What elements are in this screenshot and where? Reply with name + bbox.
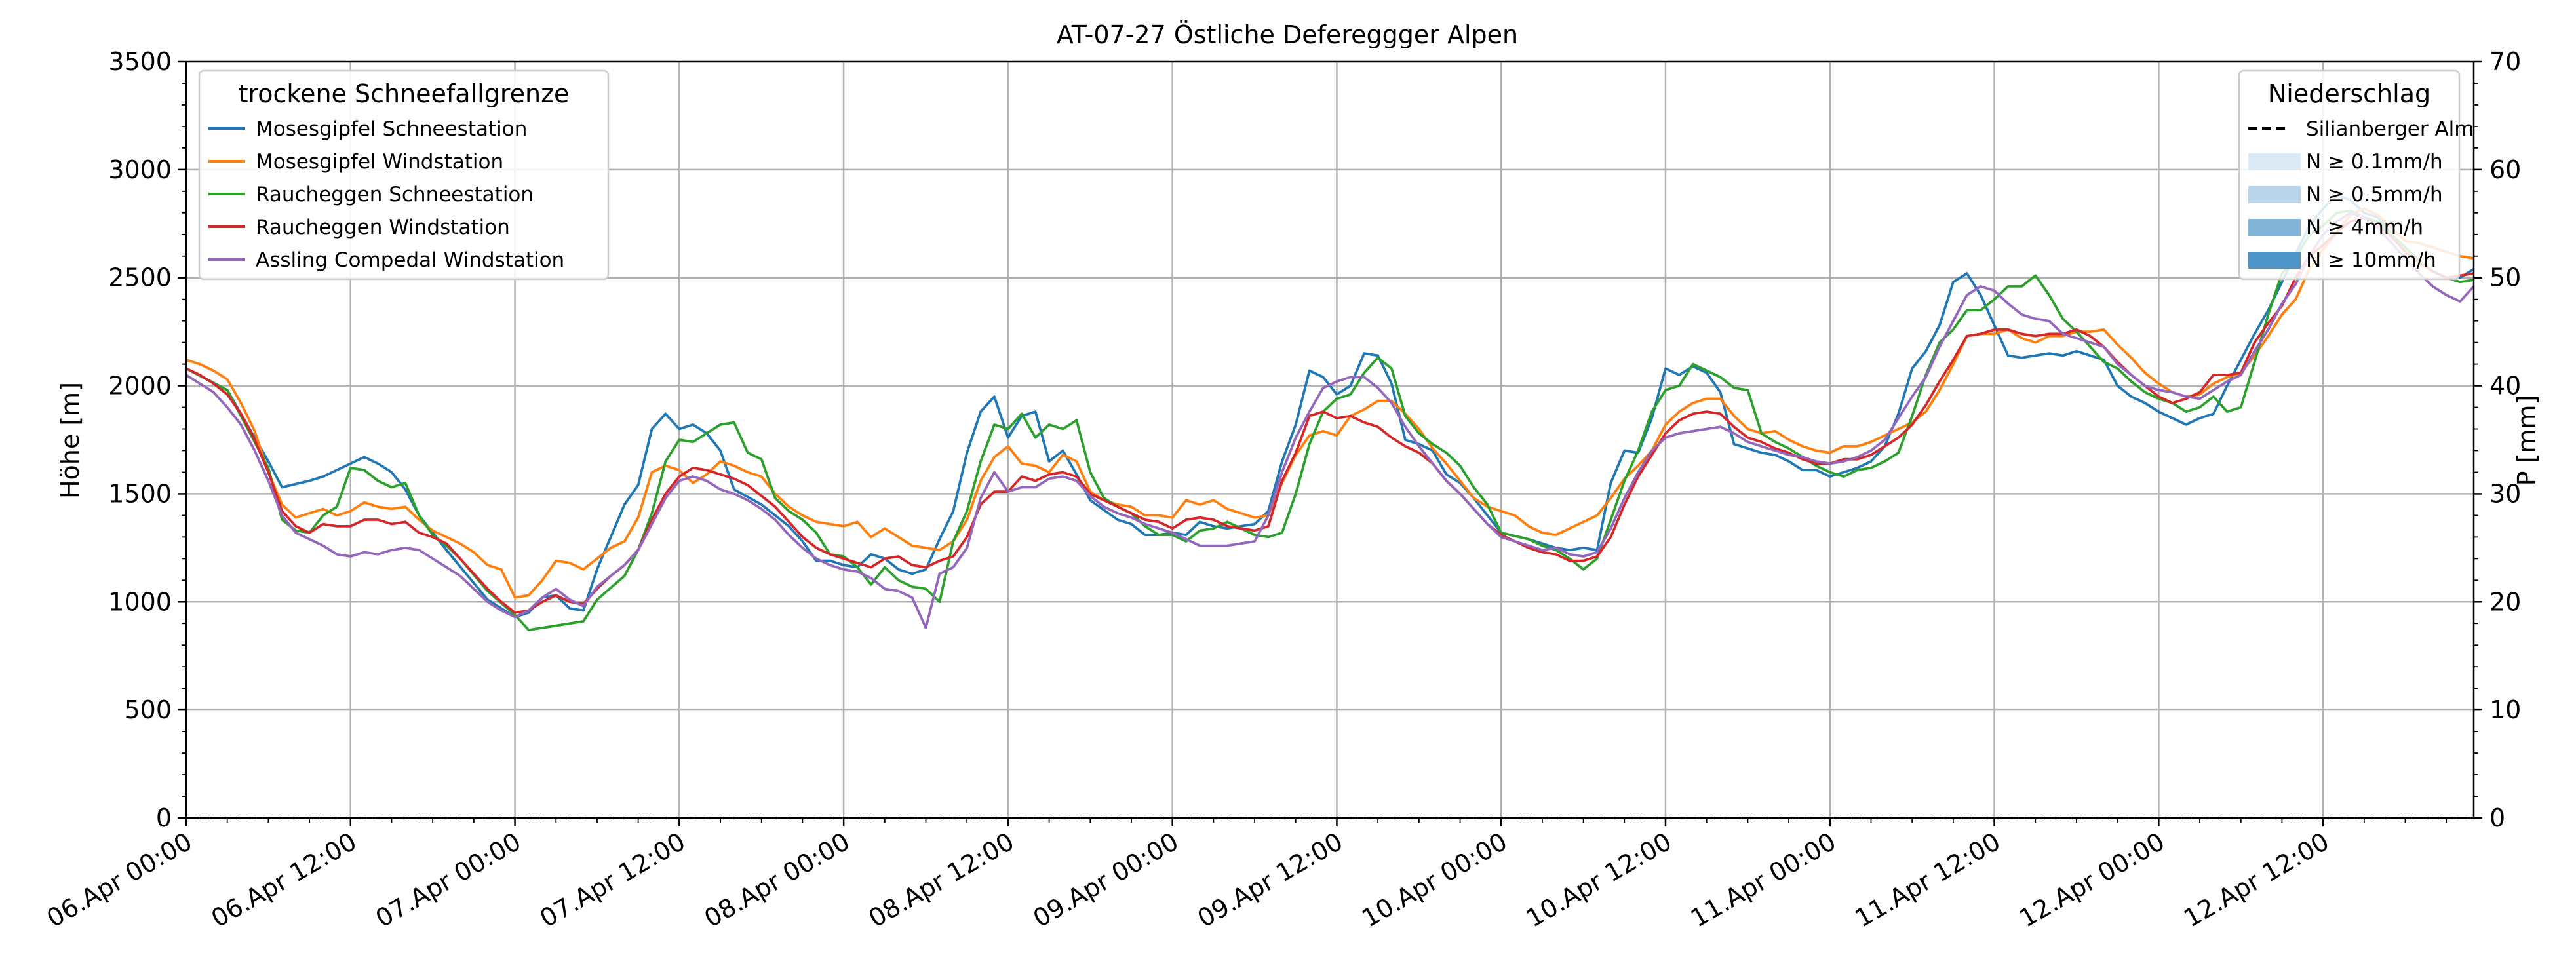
y-tick-label: 1500: [108, 479, 172, 508]
series-line-4: [185, 216, 2474, 614]
y2-tick-label: 60: [2489, 155, 2521, 184]
legend-precip-swatch-5: [2248, 252, 2301, 269]
series-layer: [185, 194, 2475, 631]
plot-frame: [185, 60, 2475, 819]
legend-label-1: Mosesgipfel Schneestation: [256, 117, 527, 141]
y2-tick-label: 40: [2489, 372, 2521, 400]
grid-layer: [186, 62, 2474, 818]
y2-tick-label: 70: [2489, 47, 2521, 76]
y-tick-label: 3500: [108, 47, 172, 76]
legend-precip-title: Niederschlag: [2268, 79, 2430, 108]
legend-precipitation: Niederschlag Silianberger Alm N ≥ 0.1mm/h N…: [2238, 69, 2474, 281]
y2-axis-label: P [mm]: [2512, 395, 2541, 486]
legend-precip-label-3: N ≥ 0.5mm/h: [2306, 183, 2443, 206]
y-axis-label: Höhe [m]: [56, 382, 85, 499]
legend-precip-label-5: N ≥ 10mm/h: [2306, 248, 2436, 272]
y-tick-label: 500: [124, 695, 172, 724]
legend-series-box: [198, 69, 610, 281]
chart-title: AT-07-27 Östliche Defereggger Alpen: [1057, 20, 1518, 49]
legend-label-2: Mosesgipfel Windstation: [256, 150, 503, 174]
y2-tick-label: 0: [2489, 804, 2505, 832]
legend-label-4: Raucheggen Windstation: [256, 216, 510, 239]
legend-series: trockene Schneefallgrenze Mosesgipfel Sch…: [198, 69, 610, 281]
legend-precip-swatch-3: [2248, 186, 2301, 203]
y-tick-label: 2500: [108, 263, 172, 292]
legend-precip-label-1: Silianberger Alm: [2306, 117, 2474, 141]
legend-precip-label-4: N ≥ 4mm/h: [2306, 216, 2423, 239]
y2-tick-label: 10: [2489, 695, 2521, 724]
series-line-5: [185, 211, 2475, 629]
legend-series-title: trockene Schneefallgrenze: [239, 79, 570, 108]
y-tick-label: 1000: [108, 587, 172, 616]
legend-precip-label-2: N ≥ 0.1mm/h: [2306, 150, 2443, 174]
legend-precip-swatch-2: [2248, 153, 2301, 170]
legend-label-5: Assling Compedal Windstation: [256, 248, 564, 272]
y2-tick-label: 30: [2489, 479, 2521, 508]
y2-tick-label: 50: [2489, 263, 2521, 292]
series-line-3: [185, 209, 2474, 631]
series-line-2: [185, 207, 2474, 599]
y2-tick-label: 20: [2489, 587, 2521, 616]
legend-label-3: Raucheggen Schneestation: [256, 183, 534, 206]
y-tick-label: 2000: [108, 372, 172, 400]
legend-precip-swatch-4: [2248, 219, 2301, 236]
y-tick-label: 3000: [108, 155, 172, 184]
y-tick-label: 0: [156, 804, 172, 832]
